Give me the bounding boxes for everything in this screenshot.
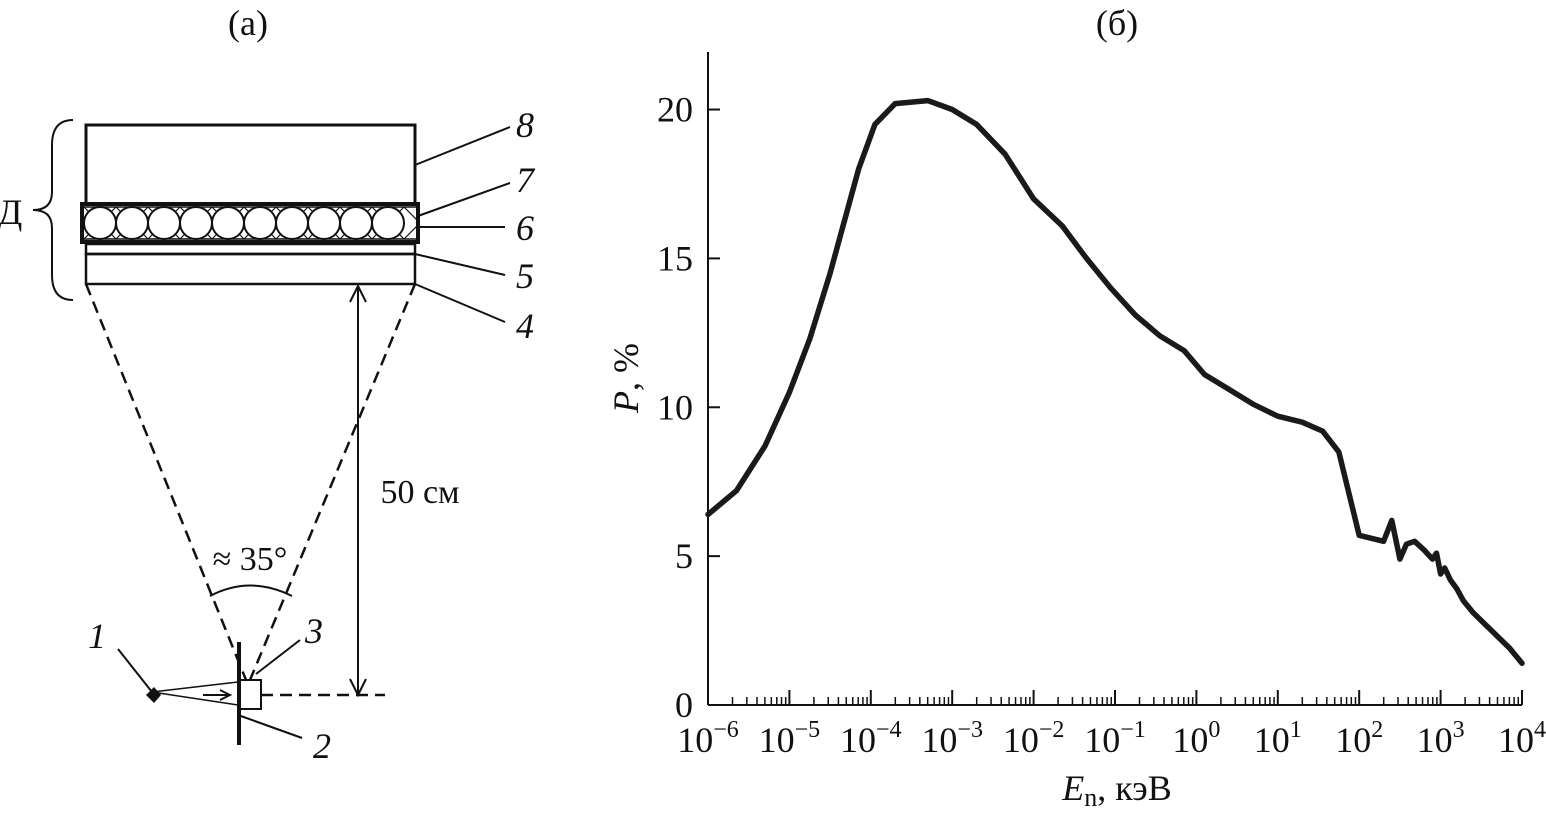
detector-layer-4	[84, 252, 417, 286]
y-tick-label: 0	[675, 685, 693, 725]
part-label-7: 7	[516, 160, 536, 200]
x-tick-label-exponent: 1	[1290, 717, 1302, 743]
detector-layer-5	[84, 242, 417, 256]
y-axis-title: P, %	[606, 343, 646, 414]
y-axis-title-var: P	[606, 391, 646, 414]
x-axis-title-var: E	[1061, 768, 1084, 808]
x-tick-label-exponent: −3	[957, 717, 983, 743]
cone-angle-label: ≈ 35°	[213, 541, 288, 578]
y-axis-title-unit: , %	[606, 343, 646, 391]
x-tick-label-base: 10	[1003, 720, 1039, 760]
detector-layer-6-tubes	[83, 206, 418, 240]
x-tick-label-exponent: −2	[1039, 717, 1065, 743]
x-tick-label: 104	[1498, 717, 1546, 760]
y-tick-label: 20	[657, 90, 693, 130]
y-tick-label: 10	[657, 387, 693, 427]
neutron-cone	[84, 283, 417, 681]
x-tick-label-base: 10	[840, 720, 876, 760]
x-tick-label: 103	[1417, 717, 1465, 760]
y-tick-label: 5	[675, 536, 693, 576]
x-tick-label-exponent: 2	[1371, 717, 1383, 743]
panel-a-diagram: (a) Д	[0, 3, 536, 766]
x-tick-label-base: 10	[677, 720, 713, 760]
x-tick-label: 10−6	[677, 717, 739, 760]
x-tick-label: 10−3	[921, 717, 983, 760]
distance-arrow	[349, 283, 367, 698]
part-label-1: 1	[88, 616, 106, 656]
part-label-3: 3	[304, 611, 323, 651]
detector-layer-7	[80, 202, 420, 244]
x-tick-label-base: 10	[1172, 720, 1208, 760]
panel-b-label: (б)	[1096, 3, 1138, 43]
x-tick-label: 10−1	[1084, 717, 1146, 760]
panel-a-label: (a)	[228, 3, 268, 43]
cone-angle-arc	[209, 584, 293, 597]
y-ticks	[708, 108, 720, 706]
x-tick-label-base: 10	[759, 720, 795, 760]
x-axis-title-sub: n	[1084, 783, 1097, 812]
x-tick-label: 100	[1172, 717, 1220, 760]
source-assembly	[146, 642, 385, 745]
distance-label: 50 см	[380, 474, 459, 511]
x-tick-label-exponent: 3	[1453, 717, 1465, 743]
x-tick-label-base: 10	[921, 720, 957, 760]
x-tick-label: 101	[1254, 717, 1302, 760]
x-minor-ticks	[731, 697, 1520, 705]
y-tick-labels: 0 5 10 15 20	[657, 90, 693, 725]
y-tick-label: 15	[657, 238, 693, 278]
x-tick-label-exponent: 0	[1208, 717, 1220, 743]
x-tick-label: 10−5	[759, 717, 821, 760]
x-tick-label-base: 10	[1498, 720, 1534, 760]
part-label-2: 2	[313, 726, 331, 766]
detector-label: Д	[0, 192, 22, 232]
x-tick-label-base: 10	[1335, 720, 1371, 760]
part-leader-lines	[117, 126, 511, 739]
series-line	[705, 97, 1525, 667]
x-tick-label-exponent: −1	[1120, 717, 1146, 743]
x-tick-label: 10−2	[1003, 717, 1065, 760]
x-tick-label-base: 10	[1084, 720, 1120, 760]
x-axis-title: En, кэВ	[1061, 768, 1171, 812]
part-label-5: 5	[516, 256, 534, 296]
part-label-6: 6	[516, 208, 534, 248]
x-tick-labels: 10−6 10−5 10−4 10−3 10−2 10−1 100 101 102 103 104	[677, 717, 1546, 760]
detector-brace	[32, 119, 74, 301]
x-tick-label-exponent: −5	[795, 717, 821, 743]
detector-layer-8	[84, 123, 417, 206]
panel-b-chart: (б) 10−6 10−5 10−4 10−3 10−2 10−1 100 101 102 103…	[606, 3, 1546, 812]
x-tick-label-exponent: 4	[1534, 717, 1546, 743]
part-label-8: 8	[516, 105, 534, 145]
x-major-ticks	[707, 690, 1523, 705]
part-label-4: 4	[516, 306, 534, 346]
x-tick-label-base: 10	[1417, 720, 1453, 760]
x-tick-label-exponent: −6	[713, 717, 739, 743]
x-tick-label: 10−4	[840, 717, 902, 760]
x-tick-label: 102	[1335, 717, 1383, 760]
x-tick-label-base: 10	[1254, 720, 1290, 760]
x-axis-title-unit: , кэВ	[1097, 768, 1171, 808]
x-tick-label-exponent: −4	[876, 717, 902, 743]
